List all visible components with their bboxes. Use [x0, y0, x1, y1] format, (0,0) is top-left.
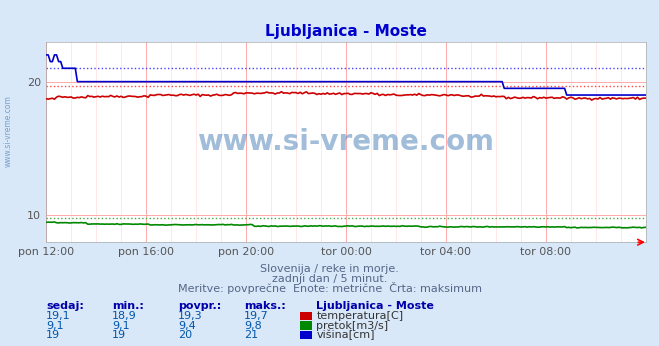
Text: www.si-vreme.com: www.si-vreme.com — [198, 128, 494, 156]
Text: 18,9: 18,9 — [112, 311, 137, 321]
Text: 20: 20 — [178, 330, 192, 340]
Text: Ljubljanica - Moste: Ljubljanica - Moste — [316, 301, 434, 311]
Title: Ljubljanica - Moste: Ljubljanica - Moste — [265, 24, 427, 39]
Text: temperatura[C]: temperatura[C] — [316, 311, 403, 321]
Text: maks.:: maks.: — [244, 301, 285, 311]
Text: 19: 19 — [112, 330, 126, 340]
Text: 9,4: 9,4 — [178, 321, 196, 331]
Text: višina[cm]: višina[cm] — [316, 330, 375, 340]
Text: www.si-vreme.com: www.si-vreme.com — [3, 95, 13, 167]
Text: min.:: min.: — [112, 301, 144, 311]
Text: Meritve: povprečne  Enote: metrične  Črta: maksimum: Meritve: povprečne Enote: metrične Črta:… — [177, 282, 482, 294]
Text: pretok[m3/s]: pretok[m3/s] — [316, 321, 388, 331]
Text: zadnji dan / 5 minut.: zadnji dan / 5 minut. — [272, 274, 387, 284]
Text: 19,1: 19,1 — [46, 311, 71, 321]
Text: 19,3: 19,3 — [178, 311, 202, 321]
Text: sedaj:: sedaj: — [46, 301, 84, 311]
Text: 19,7: 19,7 — [244, 311, 269, 321]
Text: 19: 19 — [46, 330, 60, 340]
Text: 9,1: 9,1 — [46, 321, 64, 331]
Text: 9,8: 9,8 — [244, 321, 262, 331]
Text: 9,1: 9,1 — [112, 321, 130, 331]
Text: 21: 21 — [244, 330, 258, 340]
Text: Slovenija / reke in morje.: Slovenija / reke in morje. — [260, 264, 399, 274]
Text: povpr.:: povpr.: — [178, 301, 221, 311]
